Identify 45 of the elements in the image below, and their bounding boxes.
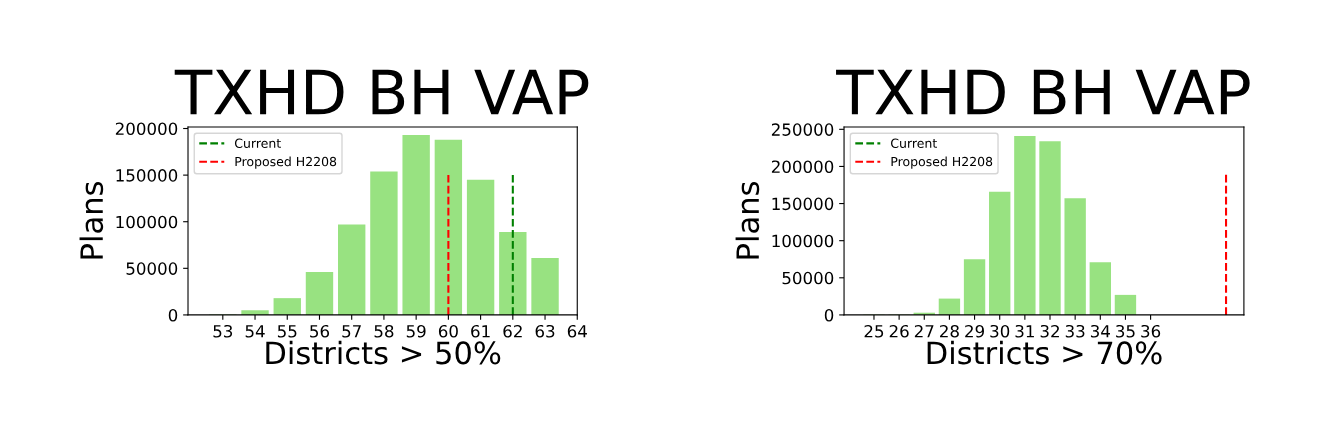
y-axis-title: Plans (735, 182, 760, 259)
y-tick-label: 250000 (771, 123, 834, 136)
x-tick-label: 36 (1141, 324, 1161, 338)
x-tick-label: 26 (889, 324, 909, 338)
x-tick-label: 64 (567, 324, 587, 338)
x-tick-label: 58 (374, 324, 394, 338)
x-tick-label: 57 (342, 325, 361, 338)
x-tick-label: 31 (1015, 324, 1034, 338)
x-tick-label: 29 (965, 324, 984, 338)
x-tick-label: 33 (1065, 324, 1085, 338)
x-tick-label: 25 (864, 324, 884, 338)
x-tick-label: 63 (535, 324, 555, 338)
legend-label: Current (891, 138, 937, 148)
x-axis-title: Districts > 70% (927, 340, 1162, 365)
y-tick-label: 50000 (782, 271, 834, 285)
y-tick-label: 200000 (115, 122, 178, 136)
x-tick-label: 34 (1090, 324, 1110, 338)
x-tick-label: 32 (1040, 324, 1059, 338)
y-tick-label: 0 (824, 308, 834, 322)
y-axis-title: Plans (79, 182, 104, 259)
x-axis-title: Districts > 50% (266, 340, 501, 365)
y-tick-label: 150000 (116, 169, 178, 182)
x-tick-label: 56 (310, 324, 330, 338)
x-tick-label: 60 (438, 324, 458, 338)
x-tick-label: 27 (914, 324, 934, 338)
y-tick-label: 100000 (116, 215, 178, 229)
legend-label: Proposed H2208 (891, 156, 993, 169)
y-tick-label: 150000 (772, 197, 834, 211)
x-tick-label: 61 (471, 324, 490, 338)
x-tick-label: 59 (406, 324, 426, 338)
y-tick-label: 200000 (771, 160, 834, 174)
y-tick-label: 50000 (126, 262, 178, 275)
chart-title: TXHD BH VAP (174, 69, 589, 115)
chart-title: TXHD BH VAP (836, 69, 1250, 115)
x-tick-label: 30 (990, 324, 1010, 338)
legend-label: Current (234, 138, 281, 148)
x-tick-label: 62 (503, 324, 522, 338)
y-tick-label: 100000 (772, 234, 834, 248)
y-tick-label: 0 (168, 308, 178, 322)
x-tick-label: 28 (940, 324, 959, 338)
x-tick-label: 35 (1116, 324, 1135, 338)
legend-label: Proposed H2208 (235, 156, 337, 169)
x-tick-label: 53 (213, 324, 233, 338)
x-tick-label: 55 (277, 325, 297, 338)
x-tick-label: 54 (245, 325, 265, 338)
